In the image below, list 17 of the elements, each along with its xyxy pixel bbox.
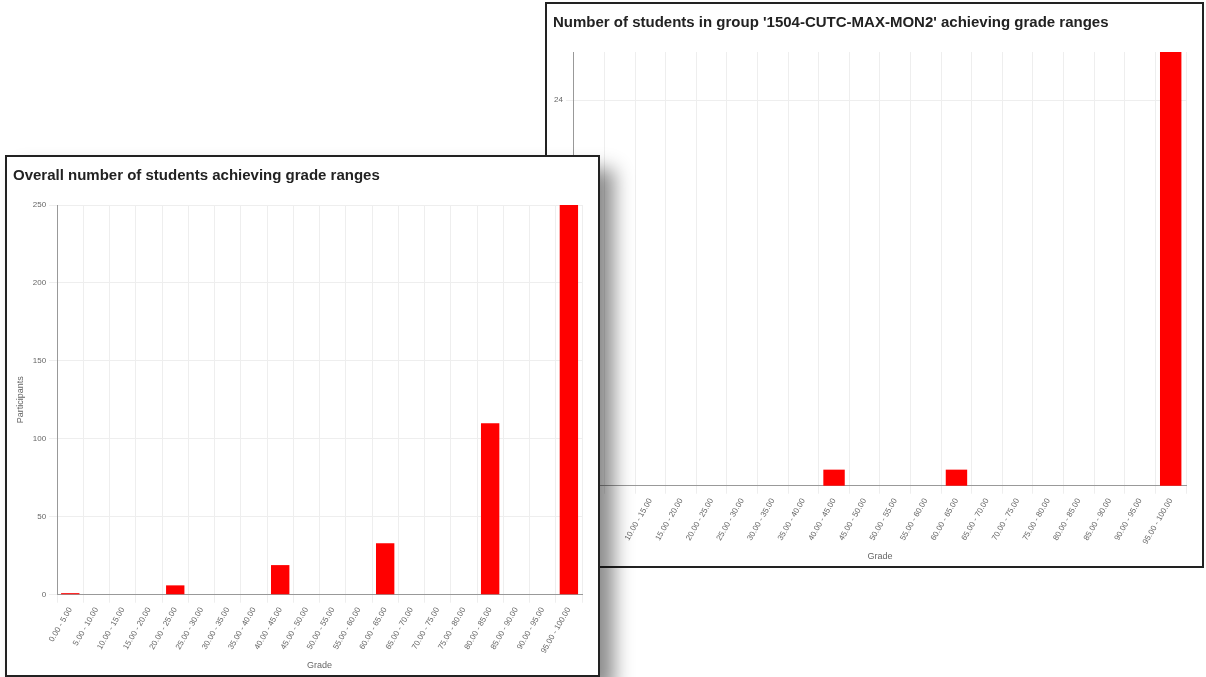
bar: [271, 565, 290, 595]
bar: [376, 543, 395, 595]
bar: [166, 585, 185, 595]
y-tick-label: 250: [32, 200, 47, 210]
y-tick-label: 24: [553, 95, 564, 105]
bar: [480, 423, 500, 595]
y-tick-label: 0: [41, 589, 47, 599]
y-tick-label: 150: [32, 356, 47, 366]
x-axis-title: Grade: [307, 660, 333, 671]
x-axis-title: Grade: [867, 551, 893, 562]
y-tick-label: 50: [37, 511, 47, 521]
bar: [559, 205, 579, 595]
y-axis-title: Participants: [14, 375, 25, 424]
y-tick-label: 200: [32, 278, 47, 288]
chart-title: Number of students in group '1504-CUTC-MAX-MON2' achieving grade ranges: [552, 12, 1110, 32]
chart-title: Overall number of students achieving grade ranges: [12, 165, 381, 185]
y-tick-label: 100: [32, 434, 47, 444]
